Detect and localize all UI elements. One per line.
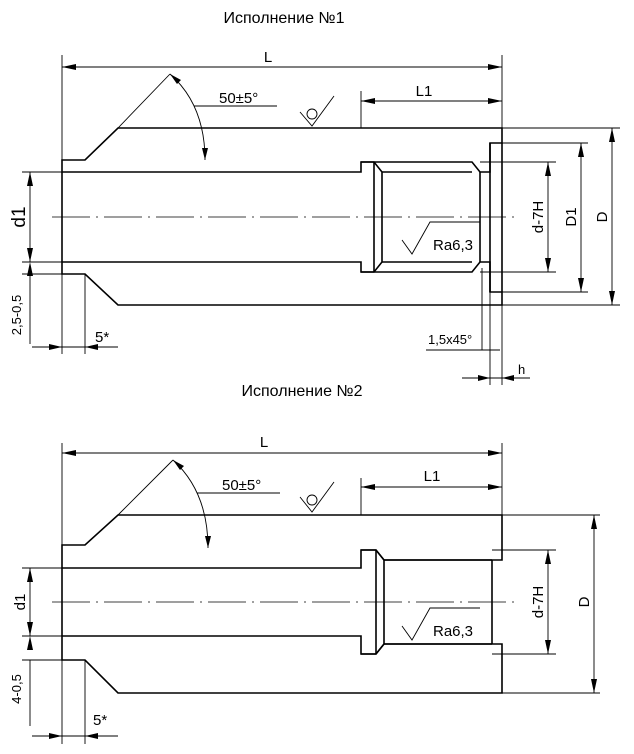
variant1-dim-h: h <box>518 362 525 377</box>
variant1-title: Исполнение №1 <box>224 10 345 27</box>
variant1-dim-chamfer-depth: 2,5-0,5 <box>9 295 24 335</box>
variant1-dim-L: L <box>264 49 272 66</box>
variant2-roughness-symbol <box>299 481 335 513</box>
variant1-dim-ra: Ra6,3 <box>433 237 473 254</box>
variant2-section-bottom <box>61 635 503 694</box>
variant2-ra-symbol <box>401 607 480 641</box>
variant2-dim-D: D <box>576 596 593 607</box>
variant1-dim-D: D <box>594 211 611 222</box>
variant1-dim-L1: L1 <box>416 83 433 100</box>
variant2-dim-L: L <box>260 434 268 451</box>
variant1-view: Исполнение №1 L L1 50± <box>9 10 620 385</box>
variant2-dim-chamfer-len: 5* <box>93 712 107 729</box>
variant2-dim-L1: L1 <box>424 468 441 485</box>
variant1-roughness-symbol <box>299 95 335 127</box>
variant2-dim-angle: 50±5° <box>222 477 261 494</box>
variant1-dim-d7H: d-7H <box>530 201 547 234</box>
variant1-dim-angle: 50±5° <box>219 90 258 107</box>
variant2-title: Исполнение №2 <box>242 383 363 400</box>
variant1-dim-D1: D1 <box>563 207 580 226</box>
variant1-dim-chamfer-bore: 1,5x45° <box>428 332 472 347</box>
variant1-dim-chamfer-len: 5* <box>95 329 109 346</box>
variant1-ra-symbol <box>401 221 480 255</box>
variant1-section-bottom <box>61 261 503 306</box>
variant2-dim-chamfer-depth: 4-0,5 <box>9 674 24 704</box>
variant2-dim-ra: Ra6,3 <box>433 623 473 640</box>
variant2-view: Исполнение №2 L L1 50±5° <box>9 383 600 744</box>
variant1-dim-d1: d1 <box>9 206 30 227</box>
variant2-dim-d7H: d-7H <box>530 586 547 619</box>
variant1-section-top <box>61 127 503 173</box>
variant2-dim-d1: d1 <box>12 594 29 611</box>
